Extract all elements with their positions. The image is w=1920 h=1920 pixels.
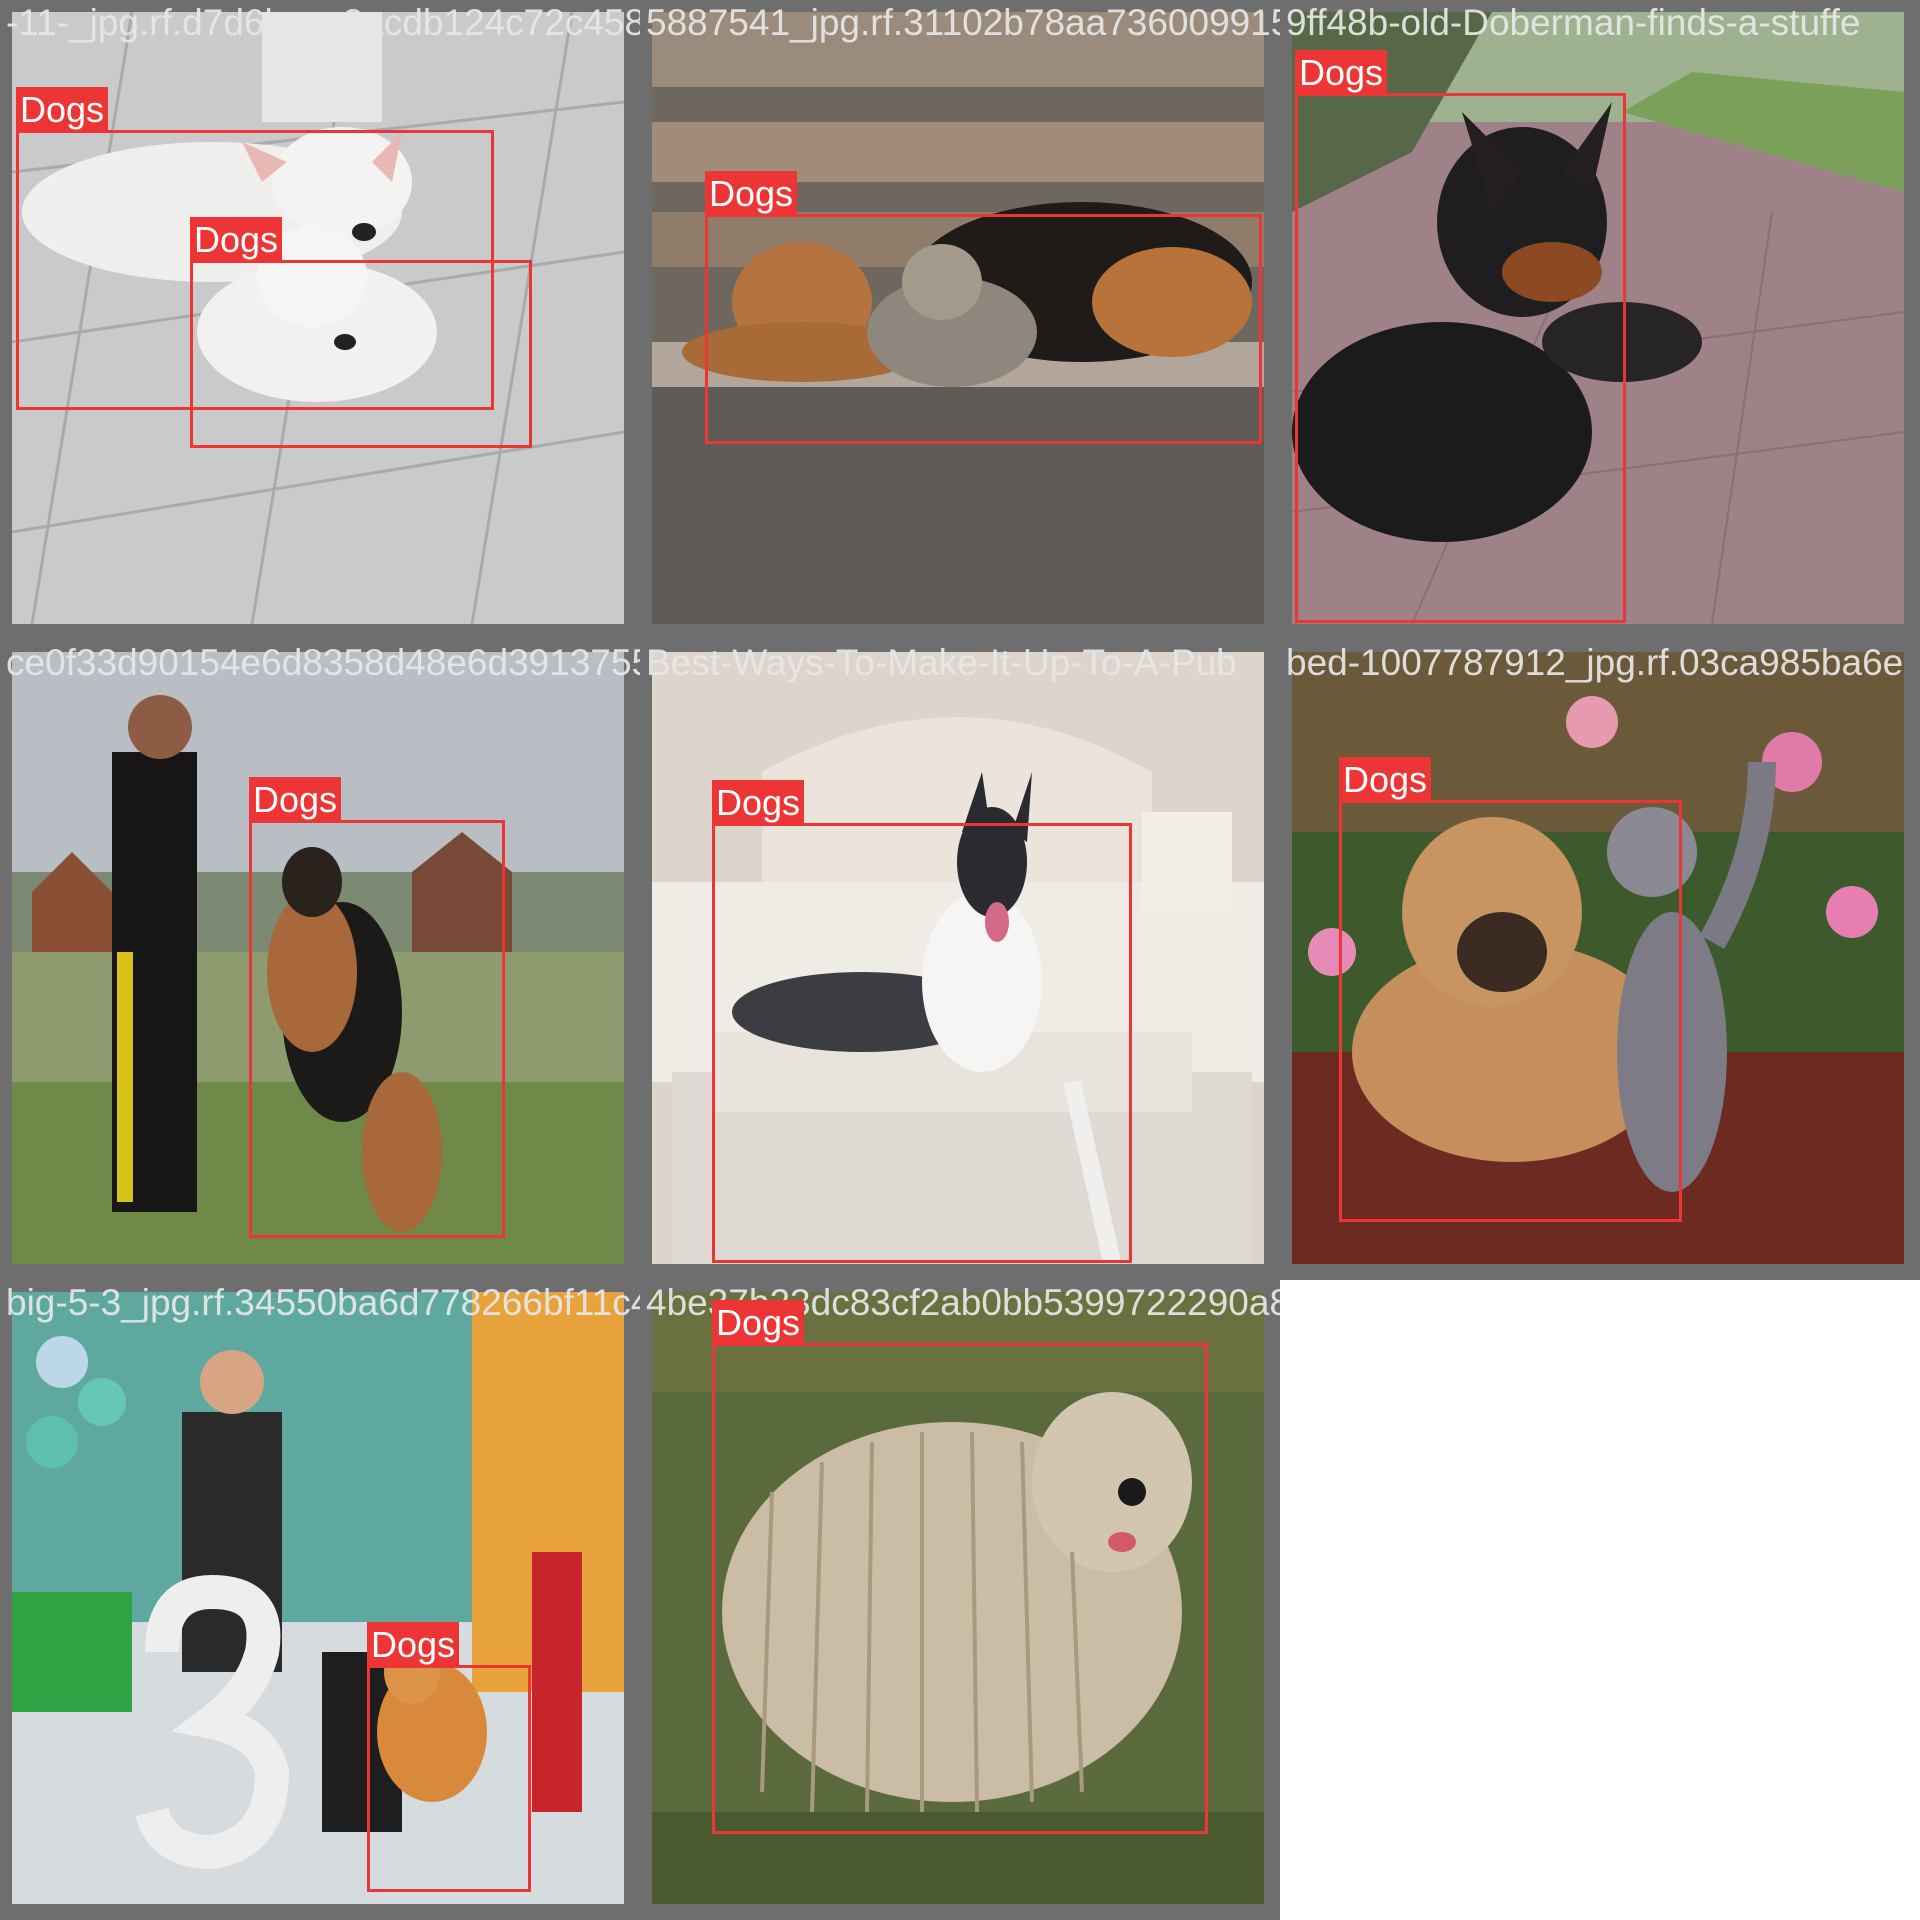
detection-box: Dogs [712, 780, 1132, 1263]
photo [12, 1292, 624, 1904]
mosaic-tile: -11-_jpg.rf.d7d6bcca2acdb124c72c45887541… [0, 0, 640, 640]
detection-box: Dogs [1339, 757, 1682, 1222]
detection-box: Dogs [190, 217, 532, 448]
detection-label: Dogs [1295, 50, 1388, 96]
photo [1292, 652, 1904, 1264]
photo [12, 12, 624, 624]
detection-label: Dogs [190, 217, 283, 263]
mosaic-tile: 9ff48b-old-Doberman-finds-a-stuffe Dogs [1280, 0, 1920, 640]
photo [12, 652, 624, 1264]
mosaic-tile: 4be37b23dc83cf2ab0bb5399722290a8_jpeg_jp… [640, 1280, 1280, 1920]
detection-label: Dogs [16, 87, 109, 133]
empty-cell [1280, 1280, 1920, 1920]
photo [1292, 12, 1904, 624]
detection-box: Dogs [1295, 50, 1626, 623]
photo [652, 12, 1264, 624]
mosaic-tile: ce0f33d90154e6d8358d48e6d3913755_jpeg_jp… [0, 640, 640, 1280]
mosaic-tile: Best-Ways-To-Make-It-Up-To-A-Pub Dogs [640, 640, 1280, 1280]
mosaic-tile: bed-1007787912_jpg.rf.03ca985ba6e Dogs [1280, 640, 1920, 1280]
photo [652, 1292, 1264, 1904]
mosaic-tile: big-5-3_jpg.rf.34550ba6d778266bf11c44e D… [0, 1280, 640, 1920]
detection-label: Dogs [1339, 757, 1432, 803]
detection-box: Dogs [367, 1622, 531, 1892]
detection-label: Dogs [367, 1622, 460, 1668]
detection-label: Dogs [712, 1300, 805, 1346]
detection-label: Dogs [712, 780, 805, 826]
detection-box: Dogs [249, 777, 505, 1238]
detection-box: Dogs [705, 171, 1262, 444]
mosaic-tile: 5887541_jpg.rf.31102b78aa736009915b39ff4… [640, 0, 1280, 640]
detection-label: Dogs [249, 777, 342, 823]
detection-box: Dogs [712, 1300, 1208, 1834]
photo [652, 652, 1264, 1264]
detection-label: Dogs [705, 171, 798, 217]
detection-box: Dogs [16, 87, 494, 410]
